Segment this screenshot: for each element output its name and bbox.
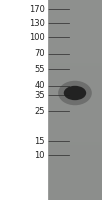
Text: 25: 25 [34, 107, 45, 116]
Ellipse shape [58, 81, 92, 105]
Ellipse shape [64, 86, 86, 100]
Text: 100: 100 [29, 32, 45, 42]
Text: 10: 10 [34, 151, 45, 160]
Text: 170: 170 [29, 4, 45, 14]
Text: 70: 70 [34, 49, 45, 58]
Bar [0, 0, 48, 200]
Text: 15: 15 [34, 136, 45, 146]
Text: 40: 40 [34, 81, 45, 90]
Text: 130: 130 [29, 19, 45, 27]
Text: 35: 35 [34, 90, 45, 99]
Text: 55: 55 [34, 64, 45, 73]
